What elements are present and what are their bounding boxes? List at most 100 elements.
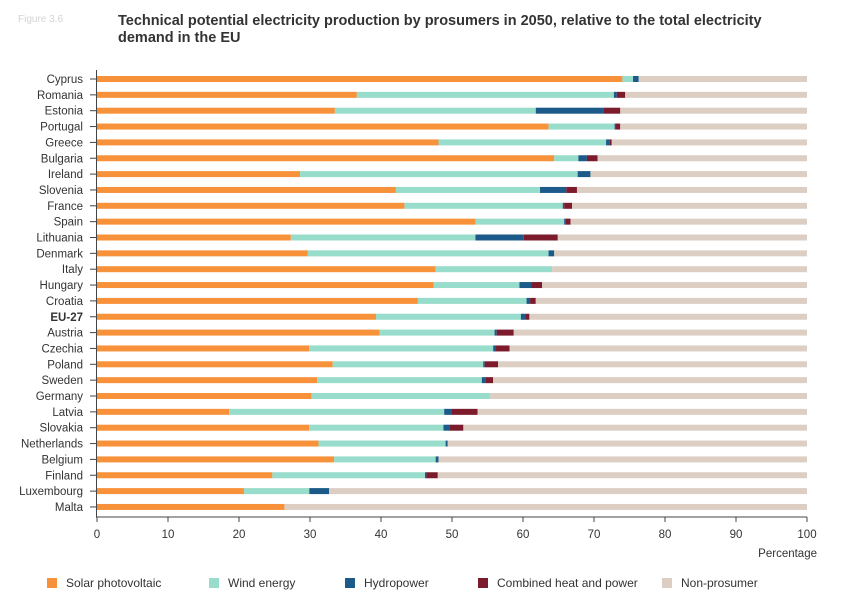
- category-label: Greece: [45, 137, 83, 149]
- bar-segment-hydropower: [435, 456, 439, 463]
- bar-segment-non-prosumer: [513, 329, 807, 336]
- bar-segment-hydropower: [493, 345, 497, 352]
- category-label: Netherlands: [21, 439, 83, 451]
- category-label: Spain: [54, 217, 83, 229]
- bar-segment-combined-heat-and-power: [485, 377, 494, 384]
- category-label: Portugal: [40, 122, 83, 134]
- bar-segment-solar-photovoltaic: [97, 155, 555, 162]
- legend-item-non-prosumer: Non-prosumer: [662, 576, 758, 590]
- bar-segment-hydropower: [475, 234, 524, 241]
- bar-segment-non-prosumer: [284, 503, 807, 510]
- category-label: Denmark: [36, 248, 83, 260]
- bar-segment-hydropower: [578, 155, 587, 162]
- chart-title: Technical potential electricity producti…: [118, 13, 762, 46]
- bar-segment-hydropower: [444, 408, 452, 415]
- bar-segment-non-prosumer: [576, 186, 807, 193]
- bar-segment-solar-photovoltaic: [97, 472, 273, 479]
- category-label: France: [47, 201, 83, 213]
- bar-segment-hydropower: [425, 472, 427, 479]
- bar-segment-hydropower: [483, 361, 485, 368]
- bar-segment-solar-photovoltaic: [97, 329, 380, 336]
- category-label: Austria: [47, 328, 83, 340]
- bar-segment-non-prosumer: [557, 234, 807, 241]
- bar-segment-combined-heat-and-power: [452, 408, 478, 415]
- bar-segment-non-prosumer: [542, 282, 807, 289]
- bar-segment-non-prosumer: [625, 91, 807, 98]
- category-label: Czechia: [41, 343, 83, 355]
- bar-segment-non-prosumer: [447, 440, 807, 447]
- bar-segment-wind-energy: [300, 171, 578, 178]
- bar-segment-combined-heat-and-power: [565, 218, 571, 225]
- legend-swatch: [209, 578, 219, 588]
- legend-swatch: [47, 578, 57, 588]
- bar-segment-non-prosumer: [620, 107, 807, 114]
- bar-segment-hydropower: [613, 91, 617, 98]
- legend-label: Non-prosumer: [681, 576, 758, 590]
- bar-segment-wind-energy: [435, 266, 553, 273]
- bar-segment-wind-energy: [433, 282, 520, 289]
- bar-segment-combined-heat-and-power: [426, 472, 438, 479]
- category-label: Latvia: [52, 407, 83, 419]
- bar-segment-combined-heat-and-power: [616, 91, 626, 98]
- category-label: Slovenia: [39, 185, 84, 197]
- bar-segment-solar-photovoltaic: [97, 218, 476, 225]
- bar-segment-non-prosumer: [570, 218, 807, 225]
- bar-segment-wind-energy: [554, 155, 579, 162]
- bar-segment-solar-photovoltaic: [97, 488, 244, 495]
- bar-segment-solar-photovoltaic: [97, 361, 333, 368]
- bar-segment-non-prosumer: [620, 123, 807, 130]
- x-tick-label: 20: [233, 529, 246, 541]
- bar-segment-combined-heat-and-power: [586, 155, 598, 162]
- bar-segment-wind-energy: [309, 424, 444, 431]
- bar-segment-wind-energy: [395, 186, 541, 193]
- bar-segment-non-prosumer: [437, 472, 807, 479]
- bar-segment-hydropower: [562, 202, 565, 209]
- bar-segment-non-prosumer: [509, 345, 807, 352]
- category-label: Italy: [62, 264, 83, 276]
- bar-segment-hydropower: [535, 107, 604, 114]
- legend-item-wind-energy: Wind energy: [209, 576, 295, 590]
- category-label: Lithuania: [36, 233, 83, 245]
- bar-segment-non-prosumer: [611, 139, 807, 146]
- category-label: EU-27: [50, 312, 83, 324]
- bar-segment-wind-energy: [356, 91, 614, 98]
- bar-segment-combined-heat-and-power: [609, 139, 612, 146]
- legend-label: Solar photovoltaic: [66, 576, 162, 590]
- x-tick-label: 40: [375, 529, 388, 541]
- x-tick-label: 50: [446, 529, 459, 541]
- legend-swatch: [345, 578, 355, 588]
- bar-segment-hydropower: [548, 250, 555, 257]
- bar-segment-hydropower: [494, 329, 497, 336]
- bar-segment-non-prosumer: [463, 424, 807, 431]
- bar-segment-wind-energy: [334, 107, 536, 114]
- bar-segment-solar-photovoltaic: [97, 91, 357, 98]
- legend-item-hydropower: Hydropower: [345, 576, 429, 590]
- category-label: Luxembourg: [19, 486, 83, 498]
- bar-segment-hydropower: [445, 440, 448, 447]
- bar-segment-combined-heat-and-power: [564, 202, 572, 209]
- bar-segment-wind-energy: [307, 250, 549, 257]
- x-tick-label: 60: [517, 529, 530, 541]
- bar-segment-non-prosumer: [554, 250, 807, 257]
- bar-segment-hydropower: [526, 297, 531, 304]
- bar-segment-solar-photovoltaic: [97, 377, 318, 384]
- bar-segment-non-prosumer: [438, 456, 807, 463]
- bar-segment-non-prosumer: [638, 76, 807, 82]
- bar-segment-solar-photovoltaic: [97, 456, 335, 463]
- bar-segment-solar-photovoltaic: [97, 424, 310, 431]
- legend-item-solar-photovoltaic: Solar photovoltaic: [47, 576, 161, 590]
- bar-segment-combined-heat-and-power: [603, 107, 621, 114]
- bar-segment-solar-photovoltaic: [97, 440, 319, 447]
- bar-segment-hydropower: [606, 139, 610, 146]
- bar-segment-combined-heat-and-power: [496, 329, 514, 336]
- bar-segment-solar-photovoltaic: [97, 250, 308, 257]
- bar-segment-non-prosumer: [498, 361, 807, 368]
- legend-label: Combined heat and power: [497, 576, 638, 590]
- category-label: Slovakia: [40, 423, 84, 435]
- category-label: Bulgaria: [41, 153, 84, 165]
- bar-segment-hydropower: [309, 488, 330, 495]
- x-tick-label: 80: [659, 529, 672, 541]
- bar-segment-wind-energy: [229, 408, 445, 415]
- bar-segment-wind-energy: [318, 440, 446, 447]
- category-label: Finland: [45, 470, 83, 482]
